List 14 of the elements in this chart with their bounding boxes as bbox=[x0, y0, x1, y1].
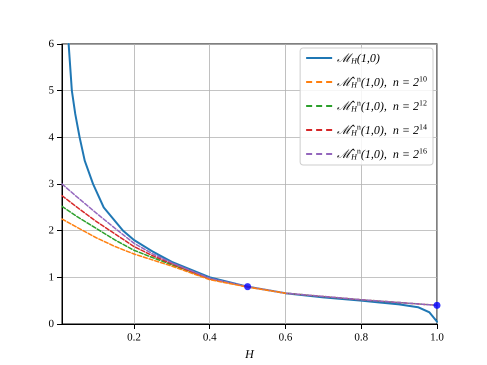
y-tick-label: 1 bbox=[48, 271, 54, 284]
line-series bbox=[61, 218, 286, 294]
x-tick-label: 0.8 bbox=[354, 332, 369, 344]
x-tick-label: 1.0 bbox=[430, 332, 444, 344]
y-tick-label: 3 bbox=[48, 178, 54, 190]
x-tick-label: 0.6 bbox=[278, 332, 293, 344]
x-tick-label: 0.2 bbox=[127, 332, 141, 344]
x-tick-label: 0.4 bbox=[202, 332, 218, 344]
x-axis-title: H bbox=[244, 346, 256, 361]
y-tick-label: 4 bbox=[48, 131, 54, 144]
y-tick-label: 5 bbox=[48, 84, 54, 97]
y-tick-label: 6 bbox=[48, 38, 54, 50]
y-tick-label: 2 bbox=[48, 224, 54, 237]
y-tick-label: 0 bbox=[48, 318, 54, 330]
